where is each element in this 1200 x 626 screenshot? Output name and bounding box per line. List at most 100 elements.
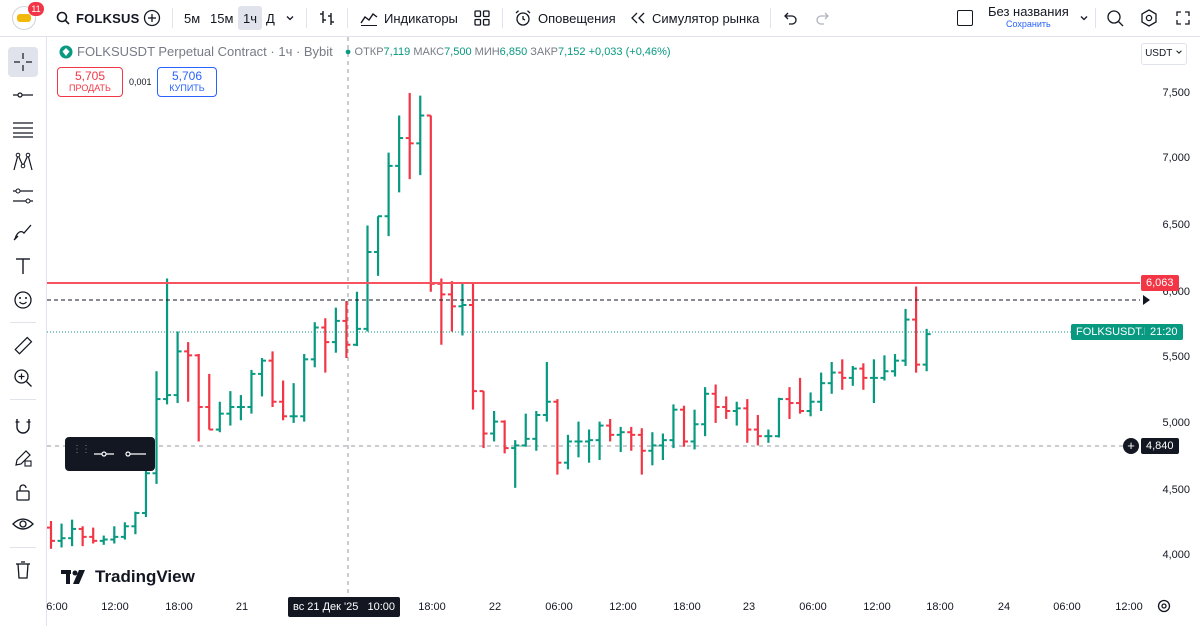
legend-ohlc: ● ОТКР7,119 МАКС7,500 МИН6,850 ЗАКР7,152… <box>344 45 671 58</box>
ruler-icon <box>14 336 33 355</box>
axis-settings-button[interactable] <box>1157 599 1171 618</box>
forecast-tool[interactable] <box>10 183 36 209</box>
horizontal-ray-icon <box>13 92 33 98</box>
layout-select[interactable]: Без названия Сохранить <box>957 4 1089 32</box>
ohlc-bar <box>110 526 119 544</box>
gear-icon <box>1157 599 1171 613</box>
zoom-tool[interactable] <box>10 365 36 391</box>
magnet-icon <box>15 419 31 434</box>
ohlc-bar <box>722 396 731 419</box>
ruler-tool[interactable] <box>10 333 36 359</box>
ohlc-bar <box>184 342 193 402</box>
price-tick: 4,500 <box>1162 484 1190 496</box>
buy-label: КУПИТЬ <box>169 83 205 93</box>
currency-label: USDT <box>1145 48 1173 59</box>
brush-tool[interactable] <box>10 219 36 245</box>
layouts-button[interactable] <box>474 6 490 30</box>
timeframe-15m[interactable]: 15м <box>210 10 234 26</box>
time-tick: 23 <box>742 601 756 613</box>
emoji-tool[interactable] <box>10 287 36 313</box>
crosshair-price-badge: 4,840 <box>1141 438 1179 454</box>
ohlc-bar <box>711 384 720 423</box>
ohlc-bar <box>215 401 224 433</box>
fib-tool[interactable] <box>10 117 36 143</box>
ohlc-bar <box>743 399 752 443</box>
indicators-button[interactable]: Индикаторы <box>360 6 458 30</box>
lock-tool[interactable] <box>10 479 36 505</box>
pattern-tool[interactable] <box>10 149 36 175</box>
undo-button[interactable] <box>782 6 798 30</box>
chart-legend[interactable]: FOLKSUSDT Perpetual Contract · 1ч · Bybi… <box>59 44 671 59</box>
chart-pane[interactable]: FOLKSUSDT Perpetual Contract · 1ч · Bybi… <box>46 37 1200 626</box>
high-value: 7,500 <box>444 45 472 58</box>
layout-checkbox-icon <box>957 10 973 26</box>
magnet-tool[interactable] <box>10 413 36 439</box>
symbol-name-badge: FOLKSUSDT.P <box>1071 324 1157 340</box>
fullscreen-button[interactable] <box>1176 6 1190 30</box>
timeframe-dropdown[interactable] <box>285 6 295 30</box>
currency-selector[interactable]: USDT <box>1141 43 1187 65</box>
smile-icon <box>14 291 32 309</box>
alerts-button[interactable]: Оповещения <box>514 6 616 30</box>
chart-type-button[interactable] <box>318 6 336 30</box>
ohlc-bar <box>521 413 530 447</box>
floating-drawing-toolbar[interactable]: ⋮⋮ <box>65 437 155 471</box>
trash-icon <box>16 561 30 579</box>
price-chart[interactable] <box>47 37 1200 626</box>
top-toolbar: 11 FOLKSUS 5м 15м 1ч Д Индикаторы Оповещ… <box>0 0 1200 37</box>
timeframe-5m[interactable]: 5м <box>184 10 201 26</box>
compare-button[interactable] <box>143 6 161 30</box>
buy-button[interactable]: 5,706 КУПИТЬ <box>157 67 217 97</box>
ohlc-bar <box>901 308 910 366</box>
ohlc-bar <box>574 421 583 458</box>
stay-drawing-tool[interactable] <box>10 445 36 471</box>
trend-line-tool[interactable] <box>10 82 36 108</box>
ohlc-bar <box>205 373 214 431</box>
remove-drawings-tool[interactable] <box>10 557 36 583</box>
settings-button[interactable] <box>1140 6 1158 30</box>
redo-button[interactable] <box>815 6 831 30</box>
notification-badge[interactable]: 11 <box>28 2 44 16</box>
hline-price-badge[interactable]: 6,063 <box>1141 275 1179 291</box>
add-circle-icon <box>143 9 161 27</box>
ohlc-bar <box>922 328 931 372</box>
ohlc-bars-icon <box>320 11 334 25</box>
pattern-icon <box>13 152 33 171</box>
ohlc-bar <box>796 377 805 414</box>
sell-label: ПРОДАТЬ <box>69 83 111 93</box>
ohlc-bar <box>131 511 140 535</box>
replay-button[interactable]: Симулятор рынка <box>630 6 759 30</box>
horizontal-ray-icon[interactable] <box>93 449 115 459</box>
sell-button[interactable]: 5,705 ПРОДАТЬ <box>57 67 123 97</box>
timeframe-1h[interactable]: 1ч <box>238 6 263 30</box>
ohlc-bar <box>458 283 467 336</box>
ohlc-bar <box>637 428 646 475</box>
low-value: 6,850 <box>499 45 528 58</box>
ohlc-bar <box>469 283 477 410</box>
ohlc-bar <box>595 421 604 461</box>
quick-search-button[interactable] <box>1106 6 1124 30</box>
add-alert-button[interactable]: + <box>1123 438 1139 454</box>
drag-handle-icon[interactable]: ⋮⋮ <box>72 444 91 455</box>
timeframe-1d[interactable]: Д <box>266 10 275 26</box>
text-tool[interactable] <box>10 253 36 279</box>
ohlc-bar <box>585 429 594 463</box>
ohlc-bar <box>479 390 488 449</box>
ohlc-bar <box>764 429 773 443</box>
alerts-label: Оповещения <box>538 10 616 26</box>
ohlc-bar <box>732 401 741 426</box>
crosshair-tool[interactable] <box>8 47 38 77</box>
symbol-search[interactable]: FOLKSUS <box>56 6 140 30</box>
ohlc-bar <box>827 361 836 394</box>
ohlc-bar <box>817 372 826 411</box>
text-icon <box>16 258 30 274</box>
chevron-down-icon <box>1176 50 1182 54</box>
price-tick: 7,000 <box>1162 152 1190 164</box>
ohlc-bar <box>68 519 77 547</box>
tradingview-logo-icon <box>61 570 85 584</box>
horizontal-line-icon[interactable] <box>125 449 147 459</box>
ohlc-bar <box>395 115 404 193</box>
ohlc-bar <box>500 420 509 454</box>
ohlc-bar <box>658 433 667 461</box>
hide-tool[interactable] <box>10 511 36 537</box>
